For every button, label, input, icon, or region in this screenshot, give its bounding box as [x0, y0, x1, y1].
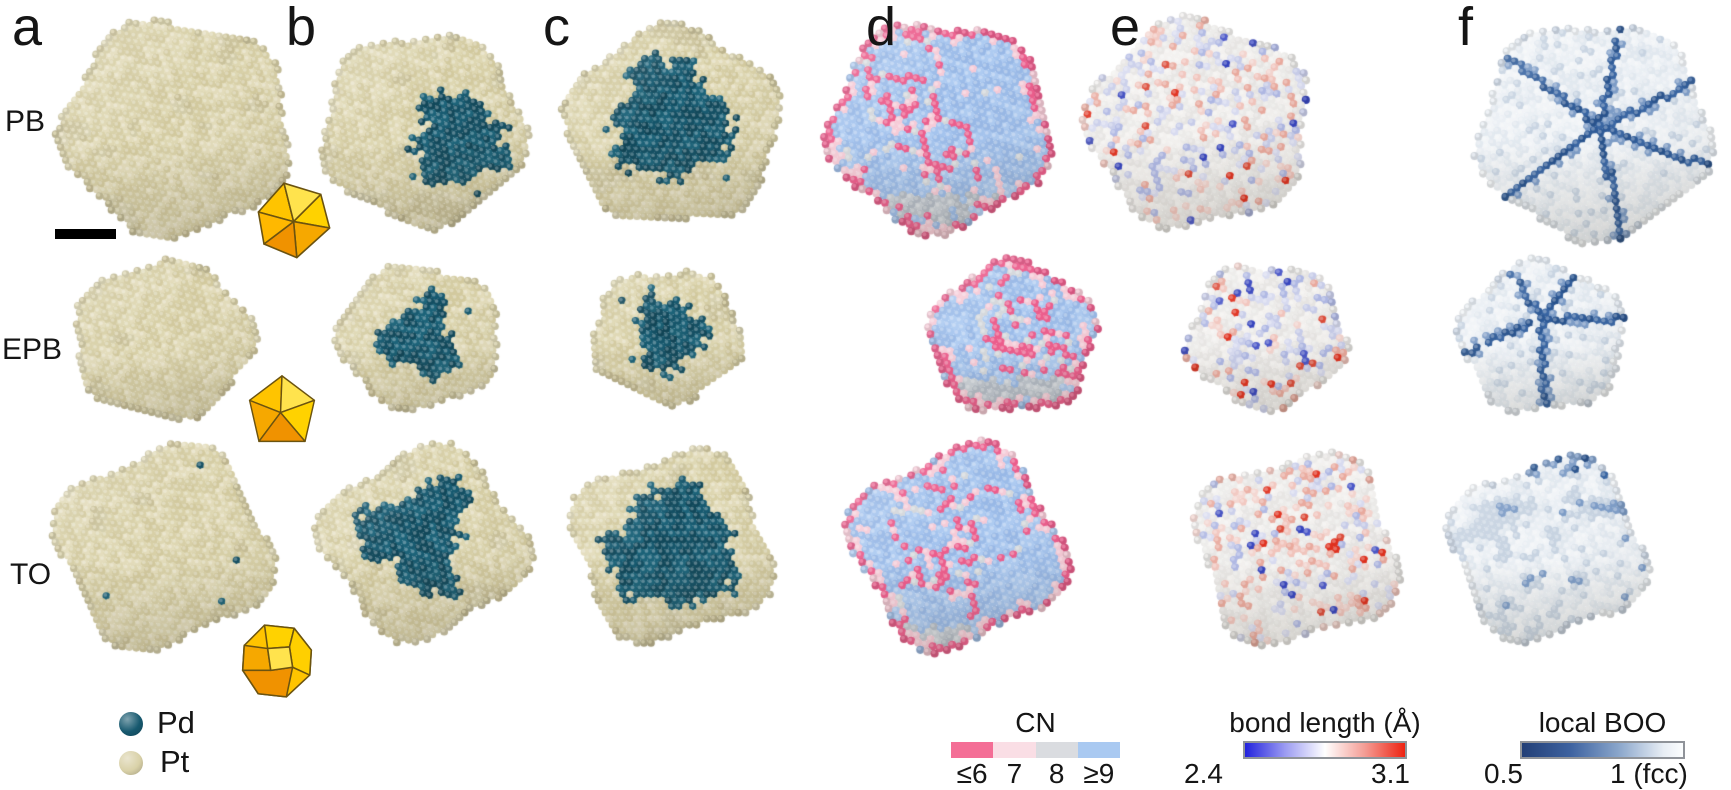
colorbar-tick-label: 1 (fcc) [1610, 758, 1688, 789]
colorbar-tick-label: 0.5 [1484, 758, 1523, 789]
row-label-epb: EPB [2, 333, 63, 366]
legend-label-pd: Pd [157, 705, 195, 740]
panel-label-c: c [543, 0, 570, 57]
colorbar-segment-cn [1035, 742, 1078, 758]
colorbar-title-cn: CN [1015, 707, 1056, 738]
panel-label-e: e [1110, 0, 1141, 57]
pt-legend-marker [119, 751, 143, 775]
scale-bar [55, 229, 116, 239]
row-label-to: TO [10, 558, 52, 591]
colorbar-tick-label: ≤6 [956, 758, 988, 789]
colorbar-tick-label: 7 [1006, 758, 1023, 789]
colorbar-tick-label: 2.4 [1184, 758, 1223, 789]
colorbar-title-boo: local BOO [1538, 707, 1667, 738]
panel-label-b: b [286, 0, 317, 57]
truncated-octahedron-icon [241, 624, 313, 698]
row-label-pb: PB [5, 105, 46, 138]
colorbar-ticks-cn: ≤6 7 8 ≥9 [951, 760, 1120, 788]
panel-label-a: a [12, 0, 43, 57]
colorbar-tick-label: 3.1 [1371, 758, 1410, 789]
pentagonal-bipyramid-icon [257, 182, 331, 259]
colorbar-boo [1520, 741, 1685, 759]
colorbar-segment-cn [993, 742, 1036, 758]
colorbar-cn [951, 742, 1120, 758]
colorbar-title-bond: bond length (Å) [1229, 707, 1421, 738]
legend-label-pt: Pt [160, 744, 190, 779]
panel-label-f: f [1458, 0, 1474, 57]
colorbar-segment-cn [951, 742, 994, 758]
colorbar-tick-label: 8 [1048, 758, 1065, 789]
pd-legend-marker [119, 712, 143, 736]
colorbar-bond [1243, 741, 1407, 759]
colorbar-segment-cn [1077, 742, 1120, 758]
panel-label-d: d [866, 0, 897, 57]
elongated-pentagonal-bipyramid-icon [248, 375, 316, 443]
colorbar-tick-label: ≥9 [1083, 758, 1115, 789]
